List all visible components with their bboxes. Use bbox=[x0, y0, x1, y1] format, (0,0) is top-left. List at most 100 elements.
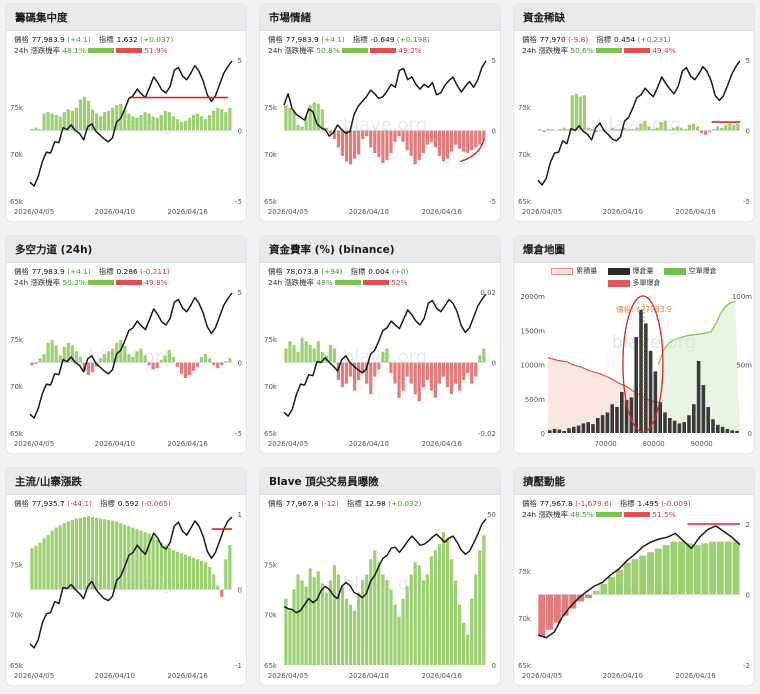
chart-area[interactable]: blave.org 75k 70k 65k 0.02 0 -0.02 2026/04/05 20… bbox=[260, 286, 500, 453]
indicator-bar bbox=[397, 362, 401, 398]
panel-market-sentiment[interactable]: 市場情緒 價格 77,983.9 (+4.1) 指標 -0.649 (+0.198) … bbox=[260, 4, 500, 221]
indicator-bar bbox=[365, 574, 369, 665]
indicator-bar bbox=[228, 107, 232, 131]
indicator-bar bbox=[328, 130, 332, 134]
indicator-bar bbox=[82, 96, 87, 131]
indicator-bar bbox=[179, 122, 184, 131]
indicator-bar bbox=[445, 538, 450, 665]
chart-area[interactable]: blave.org 75k 70k 65k 1 0 -1 2026/04/05 2026/04/… bbox=[6, 508, 246, 685]
date-tick-label: 2026/04/10 bbox=[603, 672, 643, 680]
indicator-tick-label: 0 bbox=[492, 662, 496, 670]
indicator-bar bbox=[58, 355, 62, 363]
indicator-bar bbox=[554, 130, 558, 132]
indicator-bar bbox=[320, 351, 324, 363]
indicator-bar bbox=[308, 105, 312, 131]
price-tick-label: 65k bbox=[264, 430, 278, 438]
price-tick-label: 75k bbox=[264, 561, 278, 569]
indicator-bar bbox=[590, 129, 595, 131]
indicator-bar bbox=[312, 577, 316, 665]
change-prob-label: 24h 漲跌機率 bbox=[14, 277, 61, 287]
indicator-bar bbox=[320, 583, 324, 665]
panel-funding-scarcity[interactable]: 資金稀缺 價格 77,970 (-9.8) 指標 0.454 (+0.231) 24h… bbox=[514, 4, 754, 221]
indicator-bar bbox=[361, 362, 365, 374]
indicator-bar bbox=[38, 358, 42, 363]
up-prob: 50.8% bbox=[316, 45, 340, 55]
panel-funding-rate[interactable]: 資金費率 (%) (binance) 價格 78,073.8 (+94) 指標 0.0… bbox=[260, 236, 500, 453]
panel-major-alt[interactable]: 主流/山寨漲跌 價格 77,935.7 (-44.1) 指標 0.592 (-0.06… bbox=[6, 468, 246, 685]
indicator-bar bbox=[228, 358, 232, 363]
indicator-bar bbox=[623, 562, 631, 595]
panel-title: 擠壓動能 bbox=[523, 475, 565, 488]
indicator-bar bbox=[212, 574, 216, 590]
panel-chip-concentration[interactable]: 籌碼集中度 價格 77,983.9 (+4.1) 指標 1.632 (+0.037) … bbox=[6, 4, 246, 221]
indicator-bar bbox=[135, 529, 139, 590]
chart-area[interactable]: blave.org 75k 70k 65k 50 0 2026/04/05 2026/04/1… bbox=[260, 508, 500, 685]
price-change: (-12) bbox=[321, 499, 339, 508]
indicator-bar bbox=[155, 362, 159, 369]
indicator-bar bbox=[385, 580, 389, 665]
indicator-label: 指標 bbox=[98, 267, 114, 276]
panel-squeeze-momentum[interactable]: 擠壓動能 價格 77,967.8 (-1,679.6) 指標 1.495 (-0.00… bbox=[514, 468, 754, 685]
price-tick-label: 75k bbox=[264, 336, 278, 344]
legend-long-liquidation[interactable]: 多單爆倉 bbox=[607, 278, 661, 288]
price-tick-label: 70k bbox=[10, 151, 24, 159]
indicator-bar bbox=[300, 126, 304, 131]
liquidation-bar bbox=[596, 417, 600, 433]
indicator-bar bbox=[191, 557, 196, 590]
date-tick-label: 2026/04/05 bbox=[14, 208, 54, 216]
indicator-bar bbox=[421, 130, 425, 154]
indicator-value: -0.649 bbox=[370, 35, 395, 44]
indicator-bar bbox=[365, 130, 369, 137]
price-value: 77,967.8 bbox=[539, 499, 573, 508]
indicator-bar bbox=[433, 362, 438, 398]
indicator-bar bbox=[163, 545, 167, 590]
indicator-bar bbox=[324, 592, 328, 665]
indicator-bar bbox=[340, 586, 345, 665]
liquidation-chart[interactable]: blave.org 價格: $77983.9 2000m 1500m 1000m 500m… bbox=[514, 292, 754, 453]
indicator-bar bbox=[224, 559, 228, 590]
legend-cumulative[interactable]: 累積量 bbox=[551, 266, 597, 276]
price-tick-label: 70k bbox=[264, 612, 278, 620]
chart-area[interactable]: blave.org 75k 70k 65k 5 0 -5 2026/04/05 2026/04/… bbox=[6, 286, 246, 453]
indicator-bar bbox=[627, 129, 631, 131]
chart-area[interactable]: blave.org 75k 70k 65k 5 0 -5 2026/04/05 2026/04/… bbox=[260, 54, 500, 221]
legend-short-liquidation[interactable]: 空單爆倉 bbox=[663, 266, 717, 276]
indicator-bar bbox=[90, 362, 95, 373]
chart-area[interactable]: blave.org 75k 70k 65k 2 0 -2 2026/04/05 2026/04/… bbox=[514, 518, 754, 685]
indicator-bar bbox=[441, 362, 446, 377]
indicator-label: 指標 bbox=[99, 499, 115, 508]
indicator-bar bbox=[357, 130, 361, 155]
indicator-bar bbox=[663, 120, 667, 131]
indicator-value: 0.004 bbox=[368, 267, 390, 276]
indicator-bar bbox=[369, 362, 373, 395]
indicator-bar bbox=[421, 580, 425, 665]
indicator-tick-label: -5 bbox=[489, 198, 496, 206]
indicator-bar bbox=[304, 116, 308, 131]
indicator-bar bbox=[409, 130, 413, 156]
indicator-bar bbox=[340, 130, 345, 156]
panel-long-short-force[interactable]: 多空力道 (24h) 價格 77,983.9 (+4.1) 指標 0.286 (-0.… bbox=[6, 236, 246, 453]
date-tick-label: 2026/04/10 bbox=[349, 440, 389, 448]
panel-top-trader-exposure[interactable]: Blave 頂尖交易員曝險 價格 77,967.8 (-12) 指標 12.98 (+… bbox=[260, 468, 500, 685]
chart-area[interactable]: blave.org 價格: $77983.9 2000m 1500m 1000m 500m… bbox=[514, 292, 754, 453]
liquidation-bar bbox=[701, 385, 706, 433]
down-prob: 49.2% bbox=[398, 45, 422, 55]
indicator-bar bbox=[304, 586, 308, 665]
indicator-tick-label: 0 bbox=[492, 360, 496, 368]
indicator-bar bbox=[191, 114, 196, 131]
indicator-bar bbox=[74, 107, 78, 131]
legend-liquidation[interactable]: 爆倉量 bbox=[607, 266, 654, 276]
panel-liquidation-map[interactable]: 爆倉地圖 累積量 爆倉量 空單爆倉 多單爆倉 blave.org 價格: $779… bbox=[514, 236, 754, 453]
indicator-bar bbox=[600, 583, 608, 595]
chart-area[interactable]: blave.org 75k 70k 65k 5 0 -5 2026/04/05 2026/04/… bbox=[6, 54, 246, 221]
chart-area[interactable]: blave.org 75k 70k 65k 5 0 -5 2026/04/05 2026/04/… bbox=[514, 54, 754, 221]
indicator-label: 指標 bbox=[619, 499, 635, 508]
